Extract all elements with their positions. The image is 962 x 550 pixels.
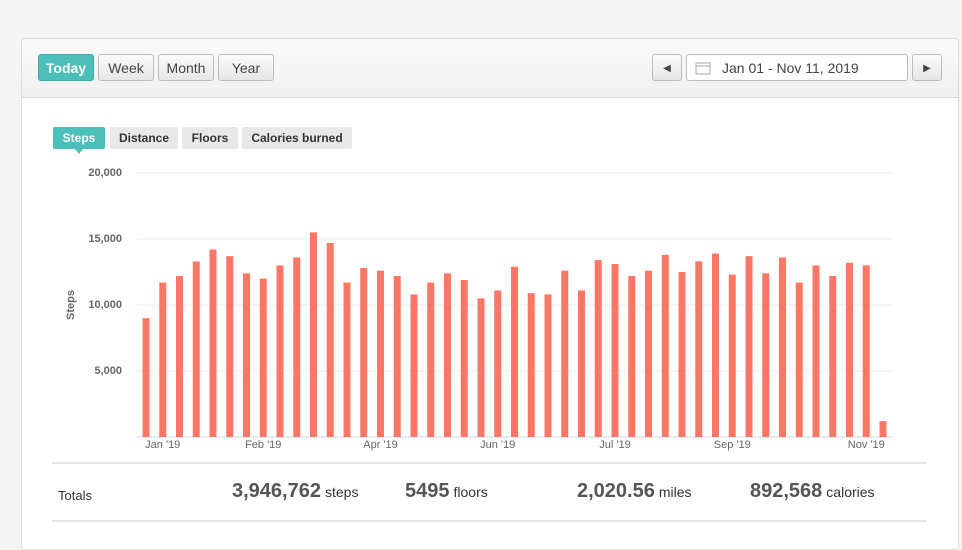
bar — [712, 253, 719, 437]
bar — [209, 249, 217, 437]
y-tick-label: 10,000 — [88, 299, 122, 311]
bar — [410, 294, 418, 437]
bar — [645, 270, 652, 437]
next-button[interactable]: ▶ — [912, 54, 942, 81]
bar — [142, 318, 150, 437]
x-tick-label: Jun '19 — [480, 439, 515, 451]
total-unit: calories — [826, 484, 875, 500]
bar — [477, 298, 485, 437]
x-tick-label: Sep '19 — [714, 439, 751, 451]
total-value: 3,946,762 — [232, 480, 321, 502]
totals-label: Totals — [58, 488, 92, 503]
bar — [829, 275, 837, 437]
total-unit: steps — [324, 484, 359, 500]
bar — [611, 264, 619, 437]
bar — [762, 273, 770, 437]
bar — [678, 272, 686, 437]
bar — [578, 290, 585, 437]
bar — [879, 421, 887, 437]
y-axis-label: Steps — [65, 290, 77, 320]
total-calories: 892,568 calories — [750, 480, 875, 503]
date-range: Jan 01 - Nov 11, 2019 — [722, 60, 859, 76]
total-steps: 3,946,762 steps — [232, 480, 358, 503]
bar — [594, 260, 602, 437]
calendar-icon — [695, 62, 711, 75]
bar — [393, 275, 401, 437]
bar — [176, 275, 183, 437]
x-tick-label: Apr '19 — [363, 439, 398, 451]
bar — [159, 282, 167, 437]
chart: Steps 5,000 10,000 15,000 20,000 Jan '19 Feb … — [52, 167, 927, 522]
bar — [561, 270, 569, 437]
bar — [343, 282, 351, 437]
bar — [444, 273, 451, 437]
bar — [360, 268, 368, 437]
floors-tab[interactable]: Floors — [182, 127, 238, 149]
y-tick-label: 20,000 — [88, 167, 122, 179]
bar — [377, 270, 384, 437]
prev-button[interactable]: ◀ — [652, 54, 682, 81]
toolbar: Today Week Month Year ◀ Jan 01 - Nov 11,… — [22, 39, 958, 98]
bar — [745, 256, 753, 437]
tab-pointer — [75, 149, 83, 154]
calories-tab[interactable]: Calories burned — [242, 127, 352, 149]
bar — [812, 265, 820, 437]
bar — [779, 257, 786, 437]
today-button[interactable]: Today — [38, 54, 94, 81]
bar — [795, 282, 803, 437]
bar — [846, 262, 853, 437]
total-value: 5495 — [405, 480, 450, 502]
distance-tab[interactable]: Distance — [110, 127, 178, 149]
y-tick-label: 5,000 — [94, 365, 122, 377]
year-button[interactable]: Year — [218, 54, 274, 81]
bar — [293, 257, 301, 437]
bar — [460, 279, 468, 437]
steps-tab[interactable]: Steps — [53, 127, 105, 149]
bar — [628, 275, 636, 437]
bar — [226, 256, 234, 437]
bar — [243, 273, 250, 437]
total-value: 2,020.56 — [577, 480, 655, 502]
bar — [259, 278, 267, 437]
x-tick-label: Nov '19 — [848, 439, 885, 451]
y-tick-label: 15,000 — [88, 233, 122, 245]
bar — [661, 254, 669, 437]
x-tick-label: Jan '19 — [145, 439, 180, 451]
total-unit: miles — [658, 484, 692, 500]
bar — [427, 282, 435, 437]
bar — [728, 274, 736, 437]
page: Today Week Month Year ◀ Jan 01 - Nov 11,… — [21, 38, 959, 550]
total-miles: 2,020.56 miles — [577, 480, 692, 503]
total-unit: floors — [453, 484, 488, 500]
bar — [511, 266, 518, 437]
bar — [326, 242, 334, 437]
total-floors: 5495 floors — [405, 480, 488, 503]
month-button[interactable]: Month — [158, 54, 214, 81]
week-button[interactable]: Week — [98, 54, 154, 81]
bar — [192, 261, 200, 437]
bar — [862, 265, 870, 437]
x-tick-label: Jul '19 — [599, 439, 630, 451]
total-value: 892,568 — [750, 480, 823, 502]
bar — [310, 232, 317, 437]
bar — [695, 261, 703, 437]
bar — [544, 294, 552, 437]
date-box[interactable]: Jan 01 - Nov 11, 2019 — [686, 54, 908, 81]
bar — [527, 293, 535, 437]
bar — [276, 265, 284, 437]
x-tick-label: Feb '19 — [245, 439, 281, 451]
bar — [494, 290, 502, 437]
